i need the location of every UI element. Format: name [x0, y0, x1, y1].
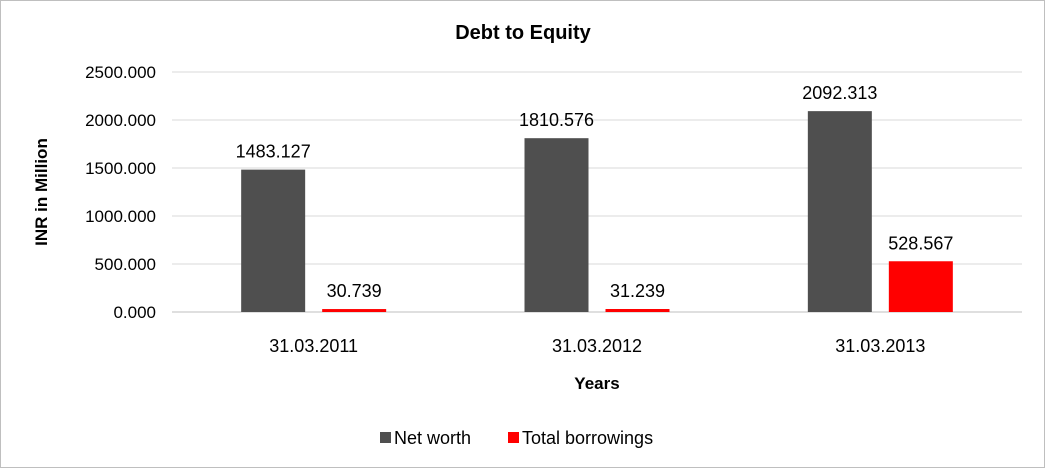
data-label: 528.567: [888, 233, 953, 253]
legend-label: Net worth: [394, 428, 471, 448]
bar-total-borrowings: [322, 309, 387, 312]
y-tick-label: 1500.000: [85, 159, 156, 178]
y-tick-label: 2500.000: [85, 63, 156, 82]
x-axis-categories: 31.03.2011 31.03.2012 31.03.2013: [269, 336, 925, 356]
bar-total-borrowings: [888, 261, 953, 312]
data-labels: 1483.127 30.739 1810.576 31.239 2092.313 528.…: [236, 83, 954, 301]
y-axis-title: INR in Million: [32, 138, 51, 246]
y-axis-ticks: 0.000 500.000 1000.000 1500.000 2000.000 2500…: [85, 63, 156, 322]
data-label: 31.239: [610, 281, 665, 301]
chart-title: Debt to Equity: [455, 22, 591, 44]
x-category-label: 31.03.2011: [269, 336, 358, 356]
bar-net-worth: [807, 111, 872, 312]
data-label: 30.739: [327, 281, 382, 301]
data-label: 1810.576: [519, 110, 594, 130]
x-axis-title: Years: [574, 374, 619, 393]
legend: Net worth Total borrowings: [380, 428, 653, 448]
x-category-label: 31.03.2012: [552, 336, 642, 356]
bars: [241, 111, 953, 312]
bar-net-worth: [524, 138, 589, 312]
x-category-label: 31.03.2013: [835, 336, 925, 356]
bar-net-worth: [241, 169, 306, 312]
y-tick-label: 500.000: [95, 255, 156, 274]
bar-total-borrowings: [605, 309, 670, 312]
legend-swatch: [508, 432, 519, 443]
gridlines: [172, 71, 1022, 313]
y-tick-label: 0.000: [113, 303, 156, 322]
data-label: 2092.313: [802, 83, 877, 103]
y-tick-label: 2000.000: [85, 111, 156, 130]
legend-label: Total borrowings: [522, 428, 653, 448]
data-label: 1483.127: [236, 142, 311, 162]
legend-swatch: [380, 432, 391, 443]
y-tick-label: 1000.000: [85, 207, 156, 226]
